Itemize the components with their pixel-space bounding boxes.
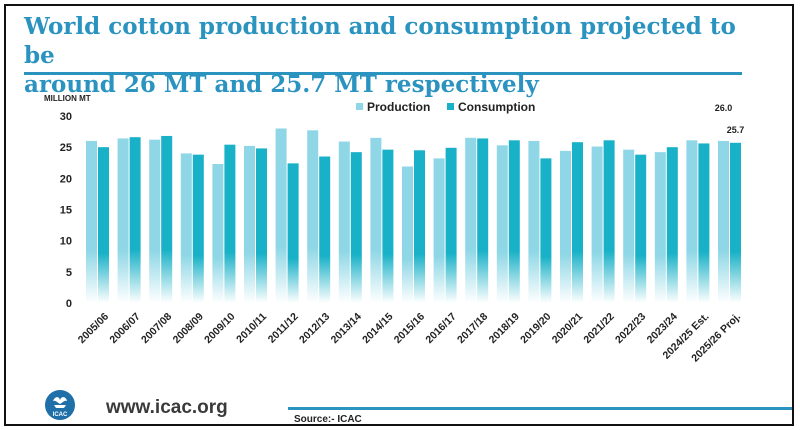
x-tick-label: 2014/15 xyxy=(360,311,395,346)
x-tick-label: 2013/14 xyxy=(329,311,364,346)
bar-production xyxy=(370,137,382,303)
legend-label: Production xyxy=(367,100,430,114)
website-link[interactable]: www.icac.org xyxy=(106,397,228,418)
bar-production xyxy=(433,158,445,303)
icac-logo-icon: ICAC xyxy=(45,390,75,420)
x-tick-label: 2021/22 xyxy=(581,311,616,346)
bar-production xyxy=(212,163,224,303)
y-axis-label: MILLION MT xyxy=(44,94,91,103)
bar-production xyxy=(686,140,698,303)
title-line-1: World cotton production and consumption … xyxy=(24,13,736,69)
bar-production xyxy=(117,138,129,303)
bar-consumption xyxy=(129,137,141,303)
bar-consumption xyxy=(698,143,710,303)
y-tick-label: 5 xyxy=(66,267,72,279)
bar-consumption xyxy=(98,147,109,303)
bar-production xyxy=(307,130,319,303)
bar-consumption xyxy=(508,140,520,303)
data-label: 25.7 xyxy=(727,125,745,135)
bar-production xyxy=(338,141,350,303)
bar-production xyxy=(180,153,192,303)
bar-consumption xyxy=(224,144,236,303)
bar-consumption xyxy=(445,147,457,303)
bar-chart: MILLION MT 0 5 10 15 20 25 30 Production Consumpt… xyxy=(44,94,745,365)
bar-production xyxy=(149,139,161,303)
y-tick-label: 25 xyxy=(60,142,72,154)
logo-text: ICAC xyxy=(53,412,68,418)
bar-consumption xyxy=(192,154,204,303)
x-tick-label: 2018/19 xyxy=(487,311,522,346)
title-line-2: around 26 MT and 25.7 MT respectively xyxy=(24,71,539,98)
bar-consumption xyxy=(350,152,362,303)
x-tick-label: 2022/23 xyxy=(613,311,648,346)
bar-production xyxy=(560,150,571,303)
bar-production xyxy=(275,128,287,303)
data-label: 26.0 xyxy=(715,103,733,113)
y-tick-label: 15 xyxy=(60,205,72,217)
bar-production xyxy=(718,140,729,303)
x-tick-label: 2007/08 xyxy=(139,311,174,346)
bar-production xyxy=(496,145,508,303)
infographic-frame: World cotton production and consumption … xyxy=(4,4,794,426)
x-tick-label: 2010/11 xyxy=(234,311,269,346)
footer-divider xyxy=(288,407,792,410)
source-note: Source:- ICAC xyxy=(294,414,362,425)
bar-consumption xyxy=(319,156,331,303)
bar-production xyxy=(402,166,413,303)
bar-consumption xyxy=(603,140,615,303)
bar-consumption xyxy=(256,148,267,303)
y-tick-label: 0 xyxy=(66,298,72,310)
bar-production xyxy=(528,140,540,303)
x-tick-label: 2008/09 xyxy=(171,311,206,346)
x-tick-label: 2016/17 xyxy=(423,311,458,346)
bar-consumption xyxy=(540,158,552,303)
bar-production xyxy=(86,140,97,303)
legend-swatch xyxy=(356,103,363,110)
x-tick-label: 2015/16 xyxy=(392,311,427,346)
bar-production xyxy=(654,152,666,303)
bar-production xyxy=(244,145,255,303)
bar-consumption xyxy=(382,149,394,303)
legend-label: Consumption xyxy=(458,100,535,114)
x-tick-label: 2005/06 xyxy=(76,311,111,346)
bar-consumption xyxy=(730,142,741,303)
x-tick-label: 2011/12 xyxy=(266,311,301,346)
bar-consumption xyxy=(161,135,173,303)
x-tick-label: 2009/10 xyxy=(202,311,237,346)
bar-consumption xyxy=(572,142,583,303)
x-tick-label: 2006/07 xyxy=(107,311,142,346)
y-tick-label: 30 xyxy=(60,111,72,123)
x-tick-label: 2020/21 xyxy=(550,311,585,346)
bar-consumption xyxy=(287,163,299,303)
x-tick-label: 2017/18 xyxy=(455,311,490,346)
bar-production xyxy=(623,149,635,303)
legend-swatch xyxy=(447,103,454,110)
bar-consumption xyxy=(635,154,647,303)
title-divider xyxy=(24,72,742,75)
bar-production xyxy=(465,137,477,303)
y-tick-label: 10 xyxy=(60,236,72,248)
x-tick-label: 2012/13 xyxy=(297,311,332,346)
x-tick-label: 2019/20 xyxy=(518,311,553,346)
y-tick-label: 20 xyxy=(60,173,72,185)
bar-consumption xyxy=(666,147,678,303)
bar-consumption xyxy=(477,138,489,303)
chart-title: World cotton production and consumption … xyxy=(24,12,764,99)
bar-consumption xyxy=(414,150,425,303)
bar-production xyxy=(591,146,603,303)
